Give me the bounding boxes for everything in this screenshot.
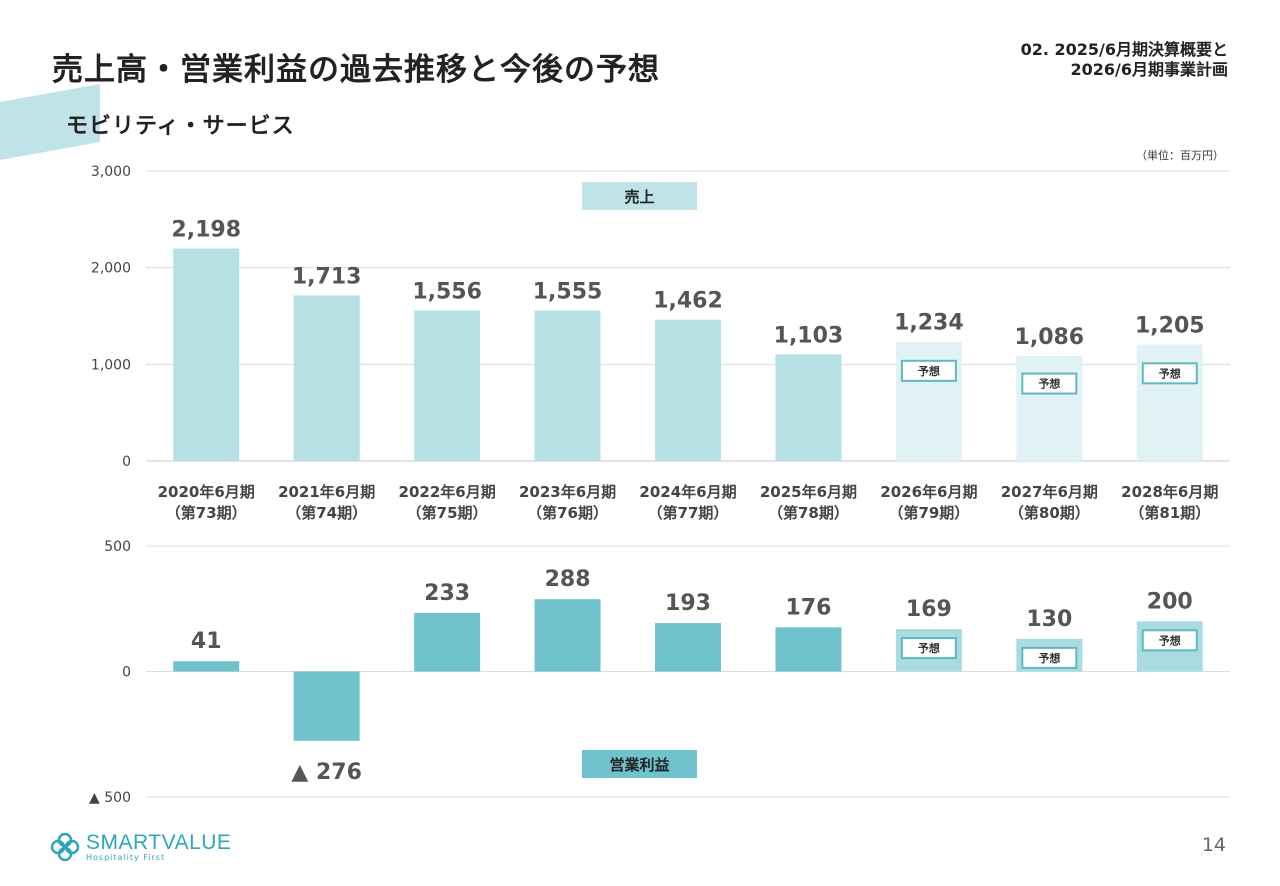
x-category-label: 2026年6月期 <box>880 483 977 501</box>
x-category-label: 2021年6月期 <box>278 483 375 501</box>
profit-bar <box>414 613 481 672</box>
profit-value-label: 288 <box>545 567 591 592</box>
x-period-label: （第80期） <box>1009 504 1090 522</box>
unit-label: （単位：百万円） <box>1136 149 1224 162</box>
sales-series-label-box <box>582 182 697 210</box>
x-period-label: （第79期） <box>888 504 969 522</box>
clover-logo-icon <box>50 832 80 862</box>
x-category-label: 2028年6月期 <box>1121 483 1218 501</box>
profit-value-label: ▲ 276 <box>291 760 362 785</box>
sales-bar <box>293 295 360 461</box>
sales-bar <box>534 310 601 461</box>
accent-ribbon <box>0 84 100 160</box>
logo-wordmark: SMARTVALUE <box>86 831 232 854</box>
forecast-badge <box>1021 372 1078 395</box>
sales-y-tick-label: 0 <box>122 454 131 470</box>
sales-value-label: 1,234 <box>894 311 964 336</box>
sales-value-label: 1,086 <box>1015 325 1085 350</box>
x-period-label: （第73期） <box>166 504 247 522</box>
sales-bar <box>414 310 481 461</box>
profit-bar <box>655 623 721 672</box>
profit-bar <box>534 599 601 672</box>
sales-value-label: 2,198 <box>171 218 241 243</box>
sales-bar <box>173 248 240 461</box>
logo-tagline: Hospitality First <box>86 853 166 862</box>
profit-bar <box>293 671 360 741</box>
profit-bar <box>173 661 240 672</box>
profit-value-label: 41 <box>191 629 222 654</box>
page-title: 売上高・営業利益の過去推移と今後の予想 <box>52 52 660 88</box>
x-category-label: 2020年6月期 <box>158 483 255 501</box>
page-number: 14 <box>1201 834 1226 856</box>
chapter-label-line1: 02. 2025/6月期決算概要と <box>1020 40 1228 59</box>
x-period-label: （第81期） <box>1129 504 1210 522</box>
forecast-badge-label: 予想 <box>918 364 940 378</box>
x-period-label: （第77期） <box>648 504 729 522</box>
sales-value-label: 1,205 <box>1135 314 1205 339</box>
forecast-badge <box>900 637 957 660</box>
x-category-label: 2022年6月期 <box>399 483 496 501</box>
forecast-badge <box>900 359 957 382</box>
x-period-label: （第76期） <box>527 504 608 522</box>
profit-y-tick-label: 500 <box>104 539 131 555</box>
sales-bar <box>655 319 721 461</box>
chapter-label-line2: 2026/6月期事業計画 <box>1070 60 1228 79</box>
x-category-label: 2025年6月期 <box>760 483 857 501</box>
profit-bar <box>775 627 842 672</box>
forecast-badge-label: 予想 <box>1159 633 1181 647</box>
sales-value-label: 1,556 <box>412 280 482 305</box>
forecast-badge <box>1141 629 1198 652</box>
sales-bar <box>895 341 962 461</box>
x-period-label: （第74期） <box>286 504 367 522</box>
x-category-label: 2027年6月期 <box>1001 483 1098 501</box>
sales-value-label: 1,713 <box>292 264 362 289</box>
profit-value-label: 130 <box>1026 607 1072 632</box>
sales-bar <box>1016 356 1083 461</box>
profit-value-label: 193 <box>665 591 711 616</box>
sales-value-label: 1,462 <box>653 289 723 314</box>
profit-value-label: 233 <box>424 581 470 606</box>
profit-series-label-box <box>582 750 697 778</box>
sales-bar <box>775 354 842 461</box>
profit-value-label: 169 <box>906 597 952 622</box>
forecast-badge-label: 予想 <box>918 641 940 655</box>
profit-series-label: 営業利益 <box>609 756 669 774</box>
sales-y-tick-label: 1,000 <box>91 357 131 373</box>
x-period-label: （第75期） <box>407 504 488 522</box>
sales-y-tick-label: 2,000 <box>91 261 131 277</box>
x-category-label: 2023年6月期 <box>519 483 616 501</box>
sales-y-tick-label: 3,000 <box>91 164 131 180</box>
forecast-badge-label: 予想 <box>1038 651 1060 665</box>
profit-y-tick-label: ▲ 500 <box>89 790 131 806</box>
forecast-badge-label: 予想 <box>1159 366 1181 380</box>
sales-value-label: 1,103 <box>774 323 844 348</box>
profit-y-tick-label: 0 <box>122 665 131 681</box>
company-logo: SMARTVALUE Hospitality First <box>50 832 231 862</box>
section-title: モビリティ・サービス <box>66 114 295 139</box>
sales-value-label: 1,555 <box>533 280 603 305</box>
forecast-badge <box>1141 362 1198 385</box>
x-period-label: （第78期） <box>768 504 849 522</box>
profit-value-label: 176 <box>785 595 831 620</box>
forecast-badge <box>1021 646 1078 669</box>
sales-bar <box>1136 344 1203 461</box>
chapter-label: 02. 2025/6月期決算概要と 2026/6月期事業計画 <box>1021 40 1228 80</box>
profit-value-label: 200 <box>1147 589 1193 614</box>
x-category-label: 2024年6月期 <box>639 483 736 501</box>
forecast-badge-label: 予想 <box>1038 377 1060 391</box>
sales-series-label: 売上 <box>624 188 654 206</box>
